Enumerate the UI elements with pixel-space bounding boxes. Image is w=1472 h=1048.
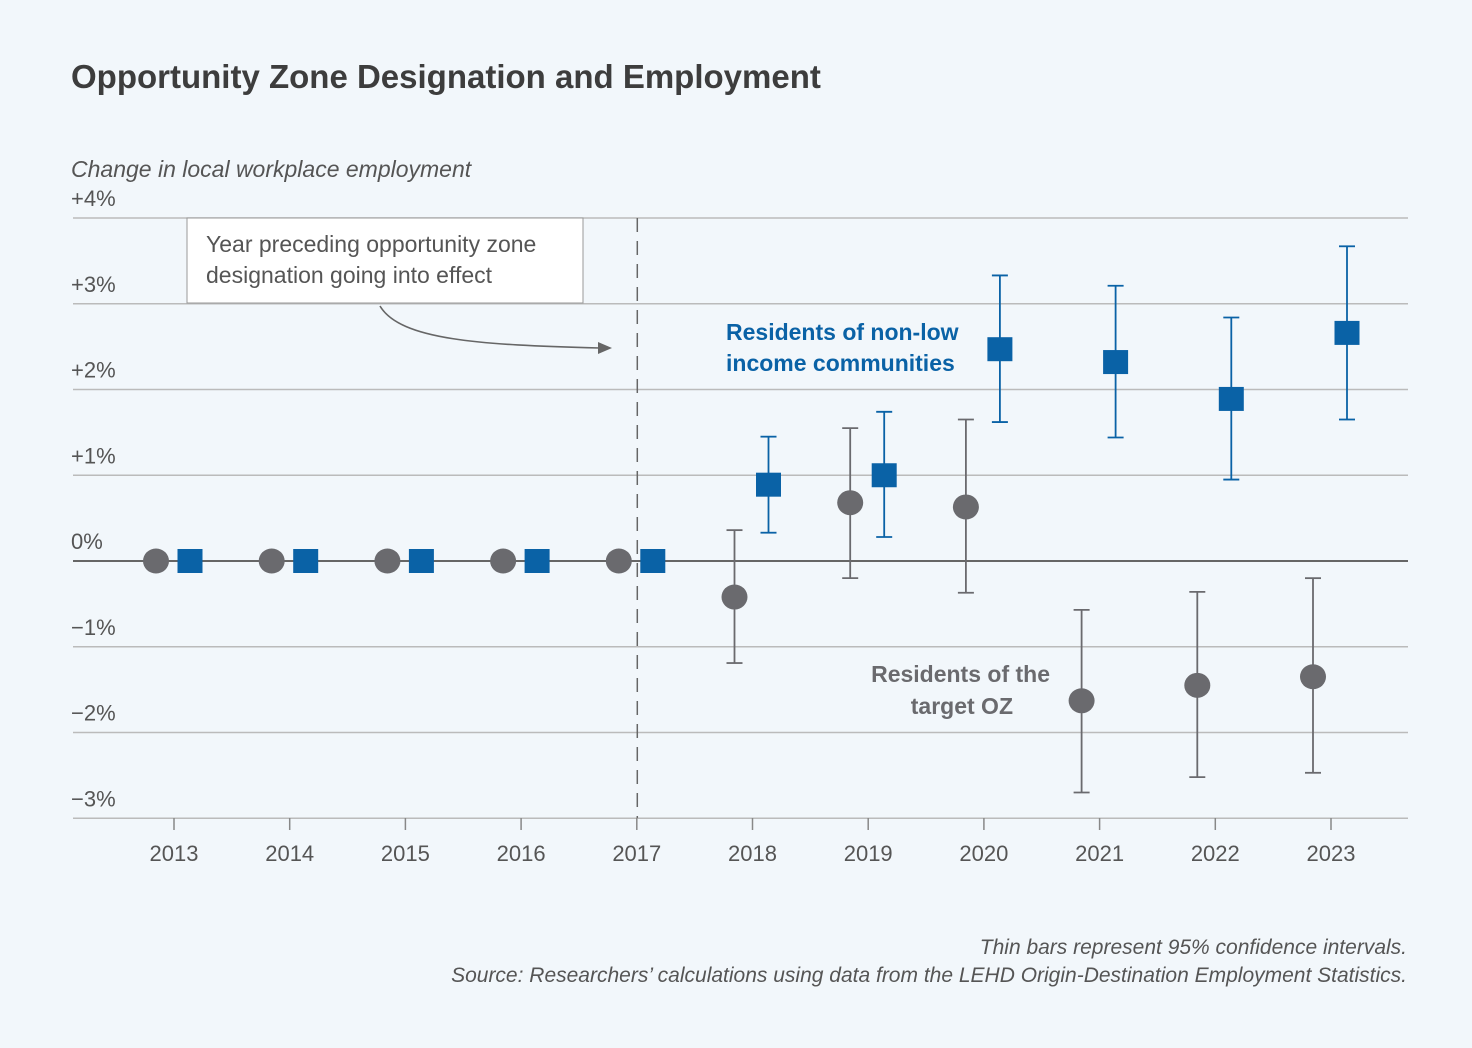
series-marks — [143, 245, 1360, 794]
data-point-circle — [837, 490, 864, 516]
note-ci: Thin bars represent 95% confidence inter… — [980, 936, 1407, 959]
data-point-square — [293, 549, 319, 573]
x-tick-label: 2013 — [150, 841, 199, 866]
data-point-circle — [952, 494, 979, 520]
x-tick-label: 2023 — [1307, 841, 1356, 866]
annotation-line-2: designation going into effect — [206, 262, 493, 288]
data-point-circle — [721, 584, 748, 610]
y-tick-label: +1% — [71, 443, 116, 468]
data-point-square — [871, 463, 897, 488]
y-tick-label: −3% — [71, 786, 116, 811]
y-tick-label: −1% — [71, 615, 116, 640]
x-tick-label: 2015 — [381, 841, 430, 866]
x-tick-label: 2020 — [959, 841, 1008, 866]
y-tick-labels: +4% +3% +2% +1% 0% −1% −2% −3% — [71, 186, 116, 811]
data-point-circle — [605, 548, 632, 574]
series-label-blue-2: income communities — [726, 350, 955, 376]
data-point-circle — [258, 548, 285, 574]
y-tick-label: 0% — [71, 529, 103, 554]
data-point-square — [524, 549, 550, 573]
y-tick-label: −2% — [71, 701, 116, 726]
x-tick-label: 2017 — [612, 841, 661, 866]
note-source: Source: Researchers’ calculations using … — [451, 964, 1407, 987]
data-point-square — [1218, 386, 1244, 411]
gridlines — [73, 217, 1408, 819]
data-point-square — [177, 549, 203, 573]
x-tick-label: 2021 — [1075, 841, 1124, 866]
data-point-circle — [490, 548, 517, 574]
series-label-gray-2: target OZ — [911, 693, 1013, 719]
series-label-blue-1: Residents of non-low — [726, 319, 959, 345]
y-tick-label: +4% — [71, 186, 116, 211]
arrow-head-icon — [598, 342, 612, 354]
data-point-square — [408, 549, 434, 573]
y-tick-label: +3% — [71, 272, 116, 297]
data-point-square — [987, 337, 1013, 362]
x-tick-label: 2014 — [265, 841, 314, 866]
annotation-arrow — [379, 305, 601, 349]
annotation: Year preceding opportunity zone designat… — [186, 217, 612, 354]
x-tick-label: 2019 — [844, 841, 893, 866]
x-tick-label: 2016 — [497, 841, 546, 866]
data-point-circle — [1068, 688, 1095, 714]
series-label-gray-1: Residents of the — [871, 661, 1050, 687]
y-axis-label: Change in local workplace employment — [71, 156, 473, 182]
data-point-square — [1334, 320, 1360, 345]
chart-title: Opportunity Zone Designation and Employm… — [71, 58, 821, 95]
x-tick-label: 2022 — [1191, 841, 1240, 866]
annotation-box — [186, 217, 584, 304]
x-tick-labels: 2013 2014 2015 2016 2017 2018 2019 2020 2021 2022… — [150, 818, 1356, 866]
data-point-square — [1103, 350, 1129, 375]
annotation-line-1: Year preceding opportunity zone — [206, 231, 536, 257]
x-tick-label: 2018 — [728, 841, 777, 866]
data-point-square — [756, 472, 781, 497]
data-point-circle — [1300, 664, 1326, 690]
data-point-circle — [374, 548, 401, 574]
data-point-circle — [1184, 672, 1211, 698]
data-point-square — [640, 549, 666, 573]
y-tick-label: +2% — [71, 358, 116, 383]
data-point-circle — [143, 548, 169, 574]
